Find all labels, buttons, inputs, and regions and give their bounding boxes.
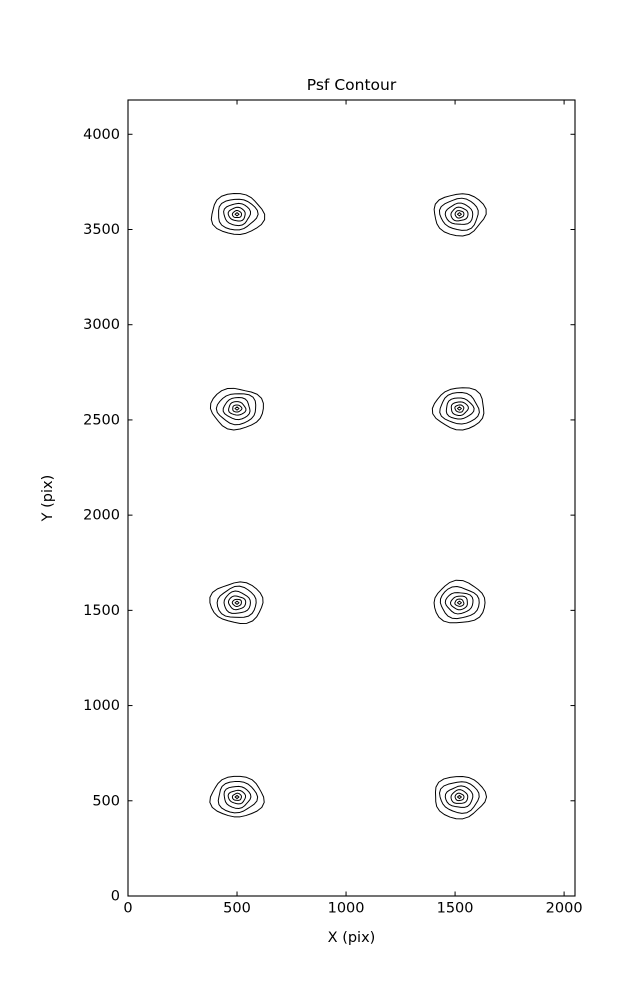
contour-ring-4: [228, 401, 247, 416]
contour-ring-4: [227, 206, 246, 222]
contour-ring-1: [431, 387, 485, 431]
psf-source-psf-col1-row1: [209, 775, 265, 818]
psf-peak-marker: [234, 406, 240, 411]
contour-ring-2: [438, 197, 479, 231]
contour-ring-2: [216, 585, 257, 618]
contour-ring-4: [227, 789, 247, 805]
psf-peak-marker: [456, 600, 462, 605]
contour-ring-1: [209, 581, 264, 624]
contour-ring-3: [222, 396, 251, 421]
y-tick-label: 500: [92, 793, 120, 809]
x-tick-label: 1000: [328, 901, 365, 917]
psf-peak-marker: [234, 600, 240, 605]
contour-ring-3: [223, 785, 252, 809]
contour-ring-1: [433, 579, 486, 624]
y-tick-label: 0: [111, 889, 120, 905]
x-axis-label: X (pix): [328, 930, 376, 946]
page-title: Psf Contour: [307, 76, 397, 94]
contour-ring-5: [454, 404, 465, 413]
psf-source-psf-col1-row3: [209, 387, 264, 431]
x-axis-tick-labels: 0 500 1000 1500 2000: [123, 901, 582, 917]
contour-ring-2: [215, 393, 257, 426]
psf-peak-marker: [234, 212, 240, 217]
x-tick-label: 2000: [546, 901, 583, 917]
plot-area-background: [128, 100, 575, 896]
psf-source-psf-col2-row1: [434, 776, 488, 820]
contour-ring-3: [444, 202, 474, 225]
y-tick-label: 4000: [83, 127, 120, 143]
contour-ring-5: [454, 210, 465, 219]
x-tick-label: 1500: [437, 901, 474, 917]
psf-source-psf-col2-row4: [433, 193, 487, 237]
contour-ring-5: [231, 210, 243, 219]
contour-ring-5: [232, 404, 243, 413]
contour-ring-5: [454, 598, 465, 607]
contour-ring-1: [433, 193, 487, 237]
contour-ring-5: [454, 792, 465, 802]
psf-peak-marker: [234, 794, 240, 800]
contour-ring-2: [439, 781, 480, 814]
x-tick-label: 0: [123, 901, 132, 917]
contour-ring-5: [231, 598, 242, 607]
psf-source-psf-col2-row2: [433, 579, 486, 624]
y-tick-label: 2500: [83, 412, 120, 428]
psf-source-psf-col1-row4: [210, 193, 266, 235]
contour-ring-2: [217, 781, 259, 814]
contour-ring-2: [439, 586, 480, 620]
contour-ring-2: [218, 198, 259, 231]
contour-ring-3: [444, 785, 474, 808]
x-axis-ticks: [127, 100, 565, 896]
contour-ring-3: [445, 397, 475, 420]
contour-ring-4: [449, 595, 468, 611]
psf-peak-marker: [456, 212, 462, 217]
axes-frame: [127, 99, 576, 897]
y-axis-ticks: [128, 133, 575, 897]
psf-peak-marker: [456, 794, 462, 800]
contour-ring-3: [223, 202, 252, 227]
y-tick-label: 1500: [83, 603, 120, 619]
contour-ring-3: [223, 590, 251, 614]
x-tick-label: 500: [223, 901, 251, 917]
contour-ring-4: [450, 789, 469, 804]
y-tick-label: 3500: [83, 222, 120, 238]
contour-group: [209, 193, 488, 820]
y-axis-tick-labels: 0 500 1000 1500 2000 2500 3000 3500 4000: [83, 127, 120, 905]
contour-ring-1: [434, 776, 488, 820]
contour-ring-1: [209, 775, 265, 818]
contour-ring-5: [231, 792, 242, 801]
contour-ring-1: [210, 193, 266, 235]
y-tick-label: 3000: [83, 317, 120, 333]
contour-ring-4: [227, 595, 247, 611]
contour-ring-4: [450, 206, 469, 222]
y-tick-label: 1000: [83, 698, 120, 714]
contour-ring-2: [439, 392, 480, 425]
contour-ring-1: [209, 387, 264, 431]
psf-peak-marker: [456, 406, 462, 411]
contour-ring-3: [444, 592, 474, 615]
contour-ring-4: [450, 401, 469, 416]
y-axis-label: Y (pix): [40, 475, 56, 523]
psf-source-psf-col1-row2: [209, 581, 264, 624]
y-tick-label: 2000: [83, 508, 120, 524]
psf-source-psf-col2-row3: [431, 387, 485, 431]
